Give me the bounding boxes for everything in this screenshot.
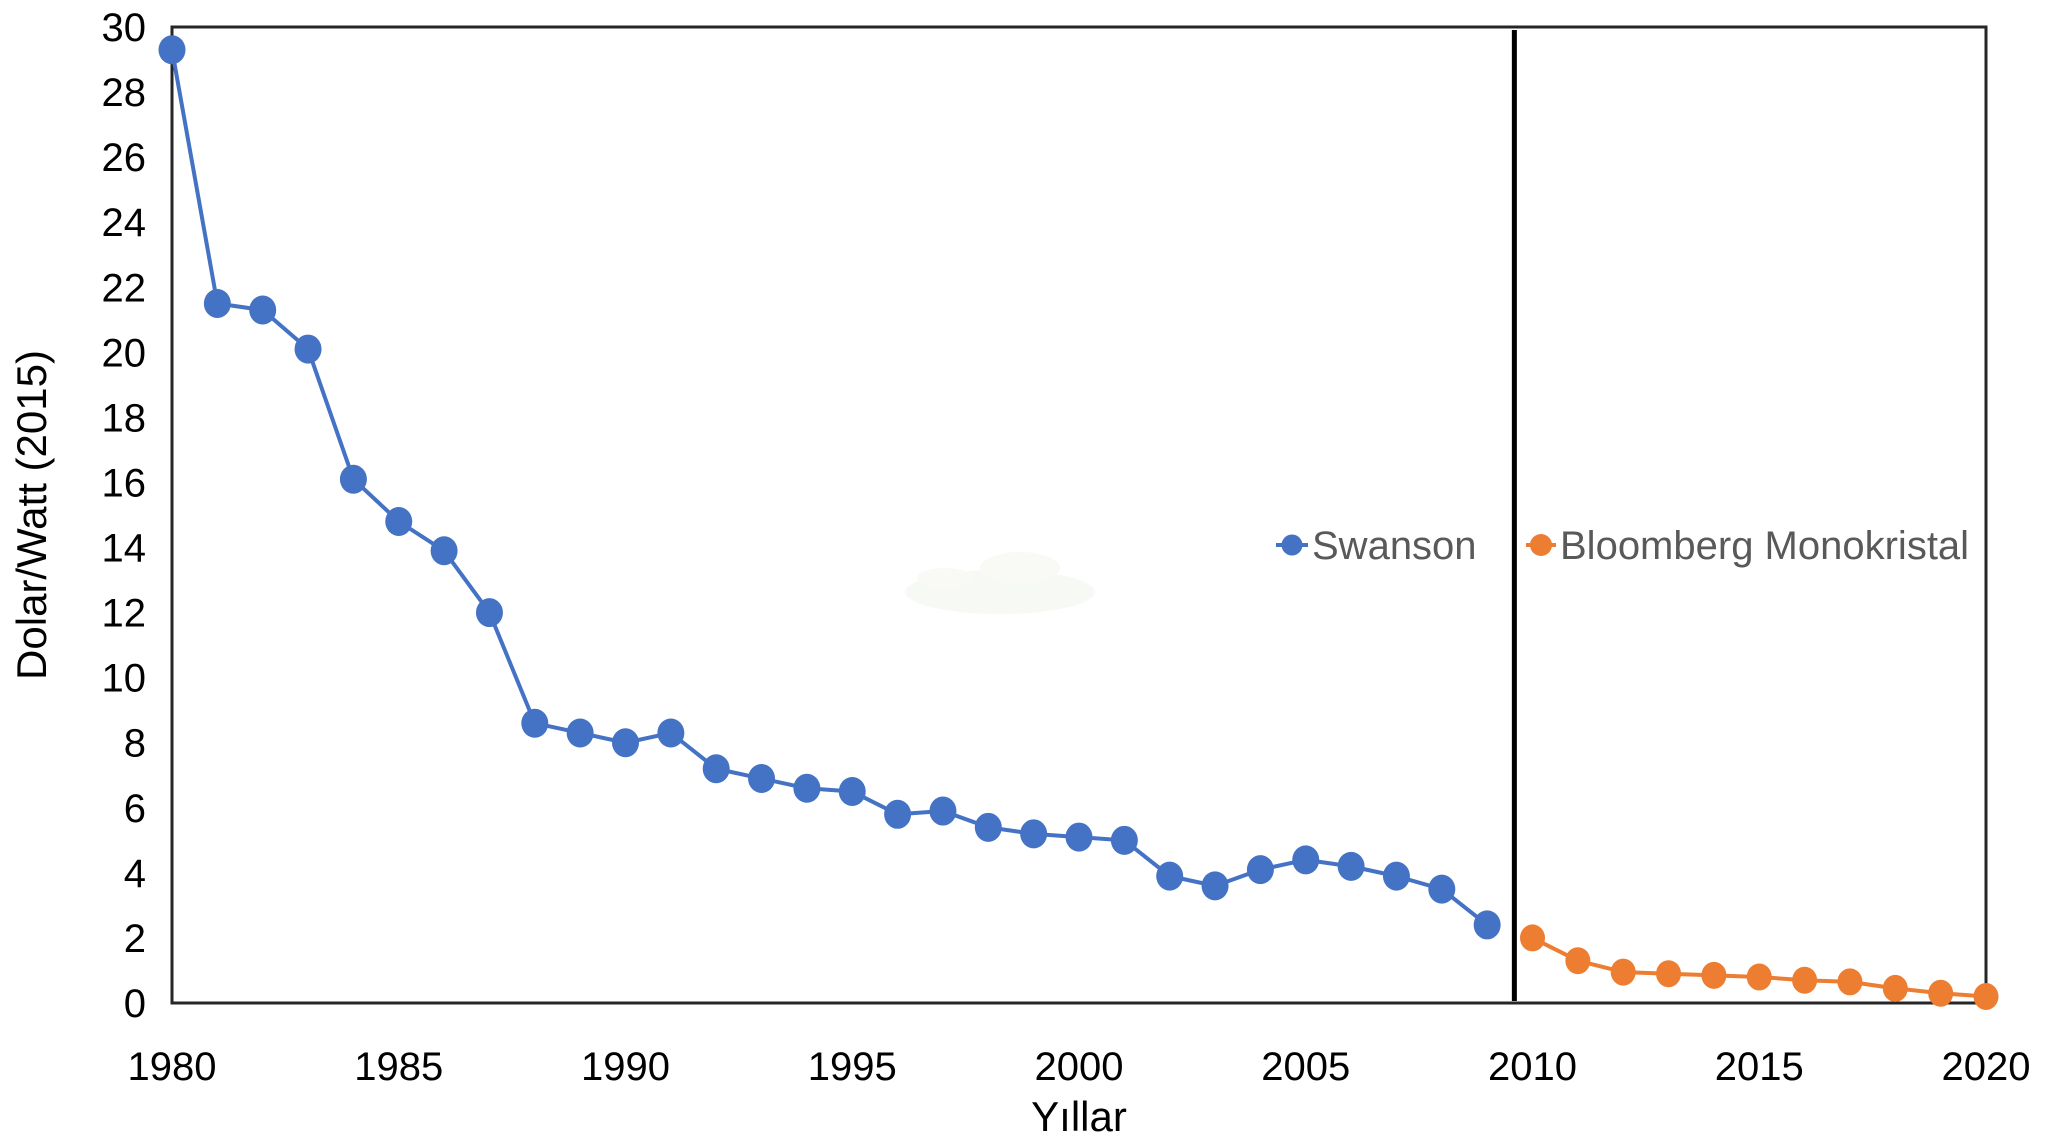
x-tick-label-2020: 2020 xyxy=(1942,1045,2031,1089)
x-tick-label-2010: 2010 xyxy=(1488,1045,1577,1089)
data-point-swanson-1983 xyxy=(294,334,322,364)
data-point-swanson-1985 xyxy=(385,507,413,537)
legend-marker-bloomberg xyxy=(1530,534,1552,556)
data-point-bloomberg-2017 xyxy=(1837,968,1863,996)
legend-label-swanson: Swanson xyxy=(1312,524,1477,568)
y-tick-label-2: 2 xyxy=(124,917,146,961)
data-point-swanson-1997 xyxy=(929,796,957,826)
legend: Swanson Bloomberg Monokristal xyxy=(1276,524,1969,568)
watermark xyxy=(905,552,1095,614)
y-tick-label-16: 16 xyxy=(102,461,147,505)
x-tick-label-2000: 2000 xyxy=(1035,1045,1124,1089)
data-point-bloomberg-2018 xyxy=(1882,974,1908,1002)
data-point-swanson-1998 xyxy=(974,812,1002,842)
data-point-bloomberg-2014 xyxy=(1701,961,1727,989)
data-point-swanson-2005 xyxy=(1292,845,1320,875)
y-tick-label-26: 26 xyxy=(102,136,147,180)
data-point-swanson-1996 xyxy=(884,799,912,829)
y-tick-label-14: 14 xyxy=(102,527,147,571)
data-point-swanson-1993 xyxy=(748,764,776,794)
data-point-swanson-1990 xyxy=(612,728,639,758)
data-point-swanson-1981 xyxy=(203,289,231,319)
data-point-swanson-1999 xyxy=(1020,819,1048,849)
y-tick-label-28: 28 xyxy=(102,71,147,115)
y-tick-label-22: 22 xyxy=(102,266,147,310)
legend-label-bloomberg: Bloomberg Monokristal xyxy=(1560,524,1969,568)
y-tick-label-10: 10 xyxy=(102,657,147,701)
data-point-swanson-1980 xyxy=(158,35,186,65)
data-point-swanson-1994 xyxy=(793,773,821,803)
data-point-bloomberg-2011 xyxy=(1565,947,1591,975)
data-point-swanson-1991 xyxy=(657,718,685,748)
y-axis-title: Dolar/Watt (2015) xyxy=(8,350,55,680)
data-point-bloomberg-2020 xyxy=(1973,982,1999,1010)
data-point-swanson-2008 xyxy=(1428,874,1456,904)
data-point-bloomberg-2015 xyxy=(1746,963,1772,991)
y-tick-label-6: 6 xyxy=(124,787,146,831)
data-point-swanson-1982 xyxy=(249,295,277,325)
x-tick-label-1985: 1985 xyxy=(354,1045,443,1089)
data-point-swanson-2009 xyxy=(1473,910,1501,940)
data-point-swanson-1986 xyxy=(430,536,458,566)
legend-entry-swanson: Swanson xyxy=(1276,524,1477,568)
data-point-swanson-1992 xyxy=(702,754,730,784)
series-swanson xyxy=(158,35,1501,940)
data-point-swanson-2007 xyxy=(1382,861,1410,891)
y-tick-label-8: 8 xyxy=(124,722,146,766)
series-bloomberg xyxy=(1520,924,1999,1010)
data-point-bloomberg-2019 xyxy=(1928,979,1954,1007)
data-point-swanson-1995 xyxy=(838,777,866,807)
data-point-bloomberg-2016 xyxy=(1792,966,1818,994)
data-point-swanson-2006 xyxy=(1337,851,1365,881)
data-point-swanson-2000 xyxy=(1065,822,1093,852)
plot-area-border xyxy=(170,25,1988,1005)
y-tick-label-12: 12 xyxy=(102,592,147,636)
y-tick-label-0: 0 xyxy=(124,982,146,1026)
y-tick-label-18: 18 xyxy=(102,396,147,440)
data-point-bloomberg-2010 xyxy=(1520,924,1545,952)
x-tick-label-1990: 1990 xyxy=(581,1045,670,1089)
data-point-swanson-2002 xyxy=(1156,861,1184,891)
data-point-swanson-1987 xyxy=(475,598,503,628)
y-tick-label-24: 24 xyxy=(102,201,147,245)
legend-marker-swanson xyxy=(1281,534,1303,556)
data-point-swanson-2001 xyxy=(1110,825,1138,855)
data-point-bloomberg-2013 xyxy=(1656,960,1682,988)
y-tick-label-30: 30 xyxy=(102,6,147,50)
series-line-swanson xyxy=(170,47,1490,927)
x-axis-title: Yıllar xyxy=(1031,1093,1127,1140)
data-point-swanson-2003 xyxy=(1201,871,1229,901)
x-tick-label-2015: 2015 xyxy=(1715,1045,1804,1089)
x-tick-label-1995: 1995 xyxy=(808,1045,897,1089)
data-point-swanson-2004 xyxy=(1246,855,1274,885)
data-point-swanson-1989 xyxy=(566,718,594,748)
legend-entry-bloomberg: Bloomberg Monokristal xyxy=(1526,524,1969,568)
data-point-swanson-1988 xyxy=(521,708,549,738)
x-tick-label-1980: 1980 xyxy=(128,1045,217,1089)
data-point-bloomberg-2012 xyxy=(1610,958,1636,986)
data-point-swanson-1984 xyxy=(339,464,367,494)
x-tick-label-2005: 2005 xyxy=(1261,1045,1350,1089)
y-tick-label-20: 20 xyxy=(102,331,147,375)
y-tick-label-4: 4 xyxy=(124,852,146,896)
